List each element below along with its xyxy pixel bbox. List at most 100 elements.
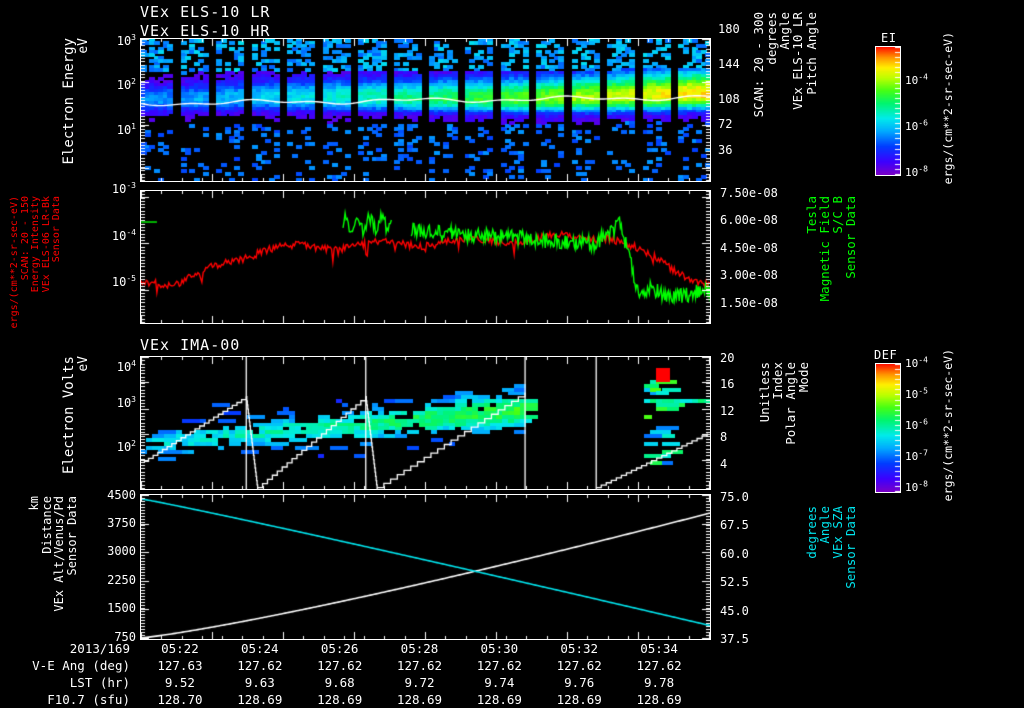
panel1-right-tick-144: 144 xyxy=(718,57,740,71)
panel2-left-axis-label: ergs/(cm**2-sr-sec-eV) SCAN: 20 - 150 En… xyxy=(9,196,63,328)
panel2-plot-frame xyxy=(140,190,711,324)
bottom-time-4: 05:30 xyxy=(480,641,519,656)
panel4-ytick-4500: 4500 xyxy=(107,488,136,502)
panel2-right-axis-label: Tesla Magnetic Field S/C B Sensor Data xyxy=(804,196,858,320)
panel3-right-tick-20: 20 xyxy=(720,351,735,365)
bottom-time-2: 05:26 xyxy=(320,641,359,656)
panel4-ytick-2250: 2250 xyxy=(107,573,136,587)
panel1-colorbar-gradient xyxy=(876,47,900,175)
panel1-right-tick-108: 108 xyxy=(718,92,740,106)
panel4-right-tick-45: 45.0 xyxy=(720,604,749,618)
panel3-ytick-1e3: 103 xyxy=(116,395,136,411)
panel1-colorbar-title: EI xyxy=(881,31,897,45)
panel3-colorbar-tick-1e-5: 10-5 xyxy=(905,386,928,401)
bottom-lst-2: 9.68 xyxy=(324,675,355,690)
panel3-right-tick-4: 4 xyxy=(720,457,728,471)
bottom-time-0: 05:22 xyxy=(161,641,199,656)
panel3-right-tick-16: 16 xyxy=(720,377,735,391)
panel1-right-tick-180: 180 xyxy=(718,22,740,36)
panel2-right-tick-300e-8: 3.00e-08 xyxy=(720,268,778,282)
panel3-colorbar xyxy=(875,363,901,493)
panel4-right-tick-75: 75.0 xyxy=(720,490,749,504)
bottom-lst-5: 9.76 xyxy=(564,675,595,690)
panel2-left-axis-label-line3: Energy Intensity xyxy=(30,196,41,293)
bottom-ve-ang-0: 127.63 xyxy=(157,658,203,673)
panel3-left-axis-label-line1: Electron Volts xyxy=(61,356,77,475)
panel1-right-axis-label-line1: Pitch Angle xyxy=(803,12,819,95)
panel4-left-axis-label-line1: Sensor Data xyxy=(64,496,79,576)
panel1-spectrogram-canvas xyxy=(141,39,710,181)
panel1-ytick-10: 101 xyxy=(116,122,136,138)
bottom-f107-3: 128.69 xyxy=(396,692,443,707)
panel3-right-tick-8: 8 xyxy=(720,430,728,444)
panel1-left-axis-label-line1: Electron Energy xyxy=(61,38,77,165)
panel3-right-axis-label: Unitless Index Polar Angle Mode xyxy=(757,362,812,487)
panel4-lineplot-canvas xyxy=(141,495,710,639)
panel2-lineplot-canvas xyxy=(141,191,710,323)
bottom-lst-1: 9.63 xyxy=(244,675,275,690)
panel1-plot-frame xyxy=(140,38,711,182)
panel4-ytick-1500: 1500 xyxy=(107,601,136,615)
bottom-row-label-ve-ang: V-E Ang (deg) xyxy=(32,658,130,673)
panel3-right-axis-label-line1: Mode xyxy=(796,362,812,393)
bottom-ve-ang-2: 127.62 xyxy=(317,658,363,673)
bottom-f107-4: 128.69 xyxy=(476,692,522,707)
panel4-right-axis-label-line1: Sensor Data xyxy=(843,506,859,589)
panel4-right-tick-60: 60.0 xyxy=(720,547,749,561)
panel3-left-axis-label-line2: eV xyxy=(75,356,91,372)
panel4-left-axis-label-line2: VEx Alt/Venus/Pd xyxy=(52,496,67,612)
panel2-right-tick-450e-8: 4.50e-08 xyxy=(720,241,778,255)
bottom-lst-4: 9.74 xyxy=(484,675,515,690)
panel1-left-axis-label-line2: eV xyxy=(75,38,91,54)
bottom-f107-2: 128.69 xyxy=(317,692,363,707)
panel3-title: VEx IMA-00 xyxy=(140,336,241,354)
panel1-ytick-1000: 103 xyxy=(116,33,136,49)
panel4-right-tick-375: 37.5 xyxy=(720,632,749,646)
panel4-right-tick-525: 52.5 xyxy=(720,575,749,589)
panel3-colorbar-tick-1e-4: 10-4 xyxy=(905,355,928,370)
panel2-left-axis-label-line4: ergs/(cm**2-sr-sec-eV) xyxy=(9,196,20,329)
bottom-time-5: 05:32 xyxy=(560,641,599,656)
panel3-colorbar-gradient xyxy=(876,364,900,492)
panel1-colorbar-tick-1e-8: 10-8 xyxy=(905,164,928,179)
panel4-ytick-3750: 3750 xyxy=(107,516,136,530)
bottom-lst-0: 9.52 xyxy=(164,675,195,690)
panel1-right-axis-label: SCAN: 20 - 300 degrees Angle VEx ELS-10 … xyxy=(751,12,819,182)
panel4-plot-frame xyxy=(140,494,711,640)
panel3-colorbar-tick-1e-6: 10-6 xyxy=(905,417,928,432)
panel3-left-axis-label: Electron Volts eV xyxy=(61,356,91,490)
panel4-ytick-3000: 3000 xyxy=(107,544,136,558)
panel1-colorbar-unit-label: ergs/(cm**2-sr-sec-eV) xyxy=(941,32,955,185)
panel2-ytick-1e-4: 10-4 xyxy=(111,228,136,244)
bottom-ve-ang-1: 127.62 xyxy=(237,658,283,673)
panel2-left-axis-label-line1: Sensor Data xyxy=(51,196,62,263)
bottom-time-3: 05:28 xyxy=(400,641,439,656)
panel1-title-line1: VEx ELS-10 LR xyxy=(140,3,271,21)
panel1-colorbar-tick-1e-4: 10-4 xyxy=(905,72,928,87)
panel4-left-axis-label-line4: km xyxy=(27,496,41,511)
panel2-right-tick-750e-8: 7.50e-08 xyxy=(720,186,778,200)
panel4-ytick-750: 750 xyxy=(114,630,136,644)
panel3-spectrogram-canvas xyxy=(141,357,710,489)
panel2-right-tick-150e-8: 1.50e-08 xyxy=(720,296,778,310)
bottom-lst-6: 9.78 xyxy=(644,675,675,690)
bottom-ve-ang-4: 127.62 xyxy=(476,658,522,673)
bottom-ve-ang-3: 127.62 xyxy=(396,658,443,673)
panel2-right-tick-600e-8: 6.00e-08 xyxy=(720,213,778,227)
panel1-title-line2: VEx ELS-10 HR xyxy=(140,22,271,40)
panel1-colorbar-tick-1e-6: 10-6 xyxy=(905,118,928,133)
bottom-f107-5: 128.69 xyxy=(556,692,602,707)
panel1-right-axis-label-line2: VEx ELS-10 LR xyxy=(790,12,806,110)
panel3-colorbar-tick-1e-7: 10-7 xyxy=(905,448,928,463)
panel3-ytick-1e2: 102 xyxy=(116,439,136,455)
panel1-right-tick-36: 36 xyxy=(718,143,733,157)
panel2-ytick-1e-3: 10-3 xyxy=(111,181,136,197)
bottom-f107-6: 128.69 xyxy=(636,692,682,707)
bottom-ve-ang-6: 127.62 xyxy=(636,658,682,673)
panel2-ytick-1e-5: 10-5 xyxy=(111,274,136,290)
panel1-right-tick-72: 72 xyxy=(718,117,733,131)
panel3-colorbar-unit-label: ergs/(cm**2-sr-sec-eV) xyxy=(941,349,955,502)
panel3-ytick-1e4: 104 xyxy=(116,359,136,375)
panel4-right-axis-label: degrees Angle VEx SZA Sensor Data xyxy=(804,506,859,636)
